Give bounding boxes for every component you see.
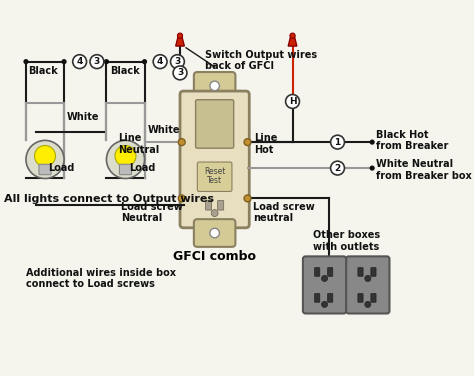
Text: 4: 4	[157, 57, 164, 66]
Circle shape	[286, 94, 300, 108]
Circle shape	[370, 139, 375, 145]
Circle shape	[370, 165, 375, 171]
FancyBboxPatch shape	[218, 200, 224, 210]
FancyBboxPatch shape	[315, 268, 320, 276]
Circle shape	[90, 55, 104, 68]
Text: Test: Test	[207, 176, 222, 185]
Text: 3: 3	[174, 57, 181, 66]
Text: White: White	[67, 112, 99, 122]
FancyBboxPatch shape	[328, 268, 333, 276]
Text: Line
Neutral: Line Neutral	[118, 133, 160, 155]
Circle shape	[62, 59, 67, 64]
Text: Black: Black	[110, 66, 140, 76]
Circle shape	[104, 59, 109, 64]
Text: 2: 2	[335, 164, 341, 173]
FancyBboxPatch shape	[206, 200, 211, 210]
Circle shape	[153, 55, 167, 68]
FancyBboxPatch shape	[119, 164, 132, 175]
Text: 4: 4	[76, 57, 83, 66]
Circle shape	[142, 59, 147, 64]
Circle shape	[211, 210, 218, 217]
Circle shape	[73, 55, 87, 68]
Circle shape	[26, 140, 64, 179]
FancyBboxPatch shape	[194, 219, 236, 247]
FancyBboxPatch shape	[344, 266, 368, 304]
Text: H: H	[289, 97, 296, 106]
Circle shape	[290, 33, 295, 38]
Text: GFCI combo: GFCI combo	[173, 250, 256, 263]
Text: 3: 3	[94, 57, 100, 66]
Polygon shape	[176, 36, 184, 46]
Text: Load: Load	[48, 163, 75, 173]
Circle shape	[365, 302, 371, 308]
Text: Load screw
neutral: Load screw neutral	[253, 202, 314, 223]
FancyBboxPatch shape	[358, 268, 363, 276]
Text: All lights connect to Output wires: All lights connect to Output wires	[4, 194, 214, 204]
FancyBboxPatch shape	[358, 294, 363, 302]
Text: Load: Load	[129, 163, 155, 173]
Circle shape	[321, 275, 328, 282]
Circle shape	[115, 146, 136, 167]
FancyBboxPatch shape	[328, 294, 333, 302]
Polygon shape	[288, 36, 297, 46]
Circle shape	[244, 139, 251, 146]
Circle shape	[178, 139, 185, 146]
Circle shape	[23, 59, 28, 64]
Circle shape	[171, 55, 184, 68]
Circle shape	[330, 161, 345, 175]
FancyBboxPatch shape	[315, 294, 320, 302]
Text: White Neutral
from Breaker box: White Neutral from Breaker box	[375, 159, 471, 180]
FancyBboxPatch shape	[346, 256, 390, 314]
Circle shape	[330, 135, 345, 149]
Text: Black Hot
from Breaker: Black Hot from Breaker	[375, 130, 448, 151]
Circle shape	[365, 275, 371, 282]
Text: Other boxes
with outlets: Other boxes with outlets	[313, 230, 380, 252]
Circle shape	[210, 228, 219, 238]
Circle shape	[244, 195, 251, 202]
Circle shape	[178, 195, 185, 202]
Circle shape	[321, 302, 328, 308]
FancyBboxPatch shape	[196, 100, 234, 148]
Circle shape	[107, 140, 145, 179]
Circle shape	[35, 146, 55, 167]
Text: Load screw
Neutral: Load screw Neutral	[121, 202, 183, 223]
FancyBboxPatch shape	[39, 164, 51, 175]
FancyBboxPatch shape	[303, 256, 346, 314]
Text: Black: Black	[27, 66, 57, 76]
Text: Line
Hot: Line Hot	[255, 133, 278, 155]
Text: White: White	[148, 125, 181, 135]
FancyBboxPatch shape	[371, 294, 376, 302]
FancyBboxPatch shape	[180, 91, 249, 228]
Text: Additional wires inside box
connect to Load screws: Additional wires inside box connect to L…	[26, 268, 176, 289]
Text: Reset: Reset	[204, 167, 225, 176]
FancyBboxPatch shape	[371, 268, 376, 276]
FancyBboxPatch shape	[194, 72, 236, 100]
Circle shape	[210, 81, 219, 91]
Text: 3: 3	[177, 68, 183, 77]
Circle shape	[177, 33, 182, 38]
FancyBboxPatch shape	[197, 162, 232, 191]
Text: Switch Output wires
back of GFCI: Switch Output wires back of GFCI	[205, 50, 317, 71]
Circle shape	[173, 66, 187, 80]
Text: 1: 1	[335, 138, 341, 147]
